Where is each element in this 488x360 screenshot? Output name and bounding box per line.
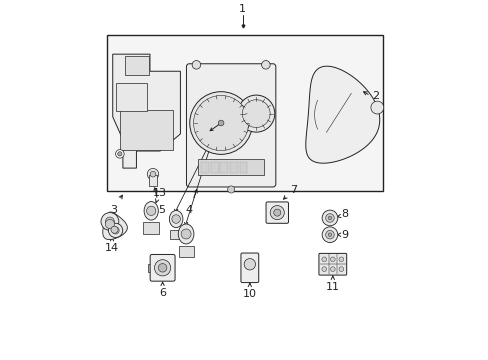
Polygon shape — [102, 212, 127, 239]
Circle shape — [338, 267, 343, 271]
Text: 14: 14 — [105, 243, 119, 253]
Polygon shape — [113, 54, 180, 168]
Circle shape — [270, 206, 284, 220]
Circle shape — [325, 214, 334, 222]
FancyBboxPatch shape — [265, 202, 288, 223]
Circle shape — [111, 226, 118, 233]
Text: 8: 8 — [341, 210, 348, 219]
Circle shape — [147, 168, 159, 180]
Bar — [107, 35, 383, 191]
Text: 11: 11 — [325, 282, 339, 292]
Circle shape — [158, 264, 166, 272]
Text: 13: 13 — [152, 188, 166, 198]
Circle shape — [192, 60, 200, 69]
Bar — [201, 162, 208, 174]
Circle shape — [370, 101, 383, 114]
Bar — [149, 175, 156, 185]
Text: 2: 2 — [371, 91, 378, 101]
Circle shape — [327, 233, 331, 237]
Circle shape — [273, 209, 280, 216]
Circle shape — [338, 257, 343, 262]
Ellipse shape — [178, 224, 194, 244]
Bar — [220, 162, 228, 174]
Circle shape — [322, 210, 337, 226]
Circle shape — [227, 186, 234, 193]
Text: 4: 4 — [185, 205, 192, 215]
Circle shape — [330, 257, 334, 262]
Circle shape — [105, 217, 114, 226]
Circle shape — [261, 60, 269, 69]
FancyBboxPatch shape — [318, 253, 346, 275]
Text: 1: 1 — [239, 4, 246, 14]
Text: 6: 6 — [159, 288, 166, 298]
Circle shape — [115, 150, 124, 158]
Bar — [239, 162, 247, 174]
Circle shape — [171, 215, 180, 223]
Bar — [210, 162, 218, 174]
Bar — [229, 162, 237, 174]
Text: 7: 7 — [289, 185, 296, 195]
FancyBboxPatch shape — [150, 255, 175, 281]
Circle shape — [237, 95, 274, 132]
Polygon shape — [305, 66, 379, 163]
Circle shape — [108, 223, 122, 238]
Circle shape — [244, 258, 255, 270]
Circle shape — [193, 95, 248, 150]
FancyBboxPatch shape — [241, 253, 258, 283]
Circle shape — [154, 260, 170, 276]
Text: 9: 9 — [341, 230, 348, 240]
Bar — [143, 221, 159, 234]
FancyBboxPatch shape — [186, 64, 275, 187]
Text: 10: 10 — [243, 289, 256, 299]
Circle shape — [321, 267, 326, 271]
Bar — [178, 247, 193, 257]
Circle shape — [105, 219, 114, 229]
Circle shape — [150, 171, 156, 177]
Circle shape — [101, 213, 119, 230]
Circle shape — [112, 227, 119, 234]
Text: 3: 3 — [110, 205, 117, 215]
Bar — [124, 57, 148, 75]
Bar — [116, 83, 146, 111]
Text: 5: 5 — [158, 205, 165, 215]
Circle shape — [321, 257, 326, 262]
Circle shape — [181, 229, 191, 239]
Bar — [169, 230, 182, 239]
Circle shape — [218, 120, 224, 126]
Bar — [198, 159, 264, 175]
Circle shape — [330, 267, 334, 271]
Circle shape — [242, 100, 269, 127]
Circle shape — [325, 230, 334, 239]
Circle shape — [322, 227, 337, 243]
Ellipse shape — [144, 202, 158, 220]
Circle shape — [118, 152, 122, 156]
Bar — [120, 111, 173, 150]
Circle shape — [189, 92, 252, 154]
Circle shape — [146, 206, 156, 216]
Text: 12: 12 — [207, 114, 221, 123]
Bar — [147, 264, 152, 272]
Ellipse shape — [169, 211, 183, 228]
Circle shape — [327, 216, 331, 220]
